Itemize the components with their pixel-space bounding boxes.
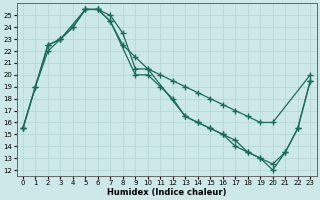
X-axis label: Humidex (Indice chaleur): Humidex (Indice chaleur) [107,188,226,197]
